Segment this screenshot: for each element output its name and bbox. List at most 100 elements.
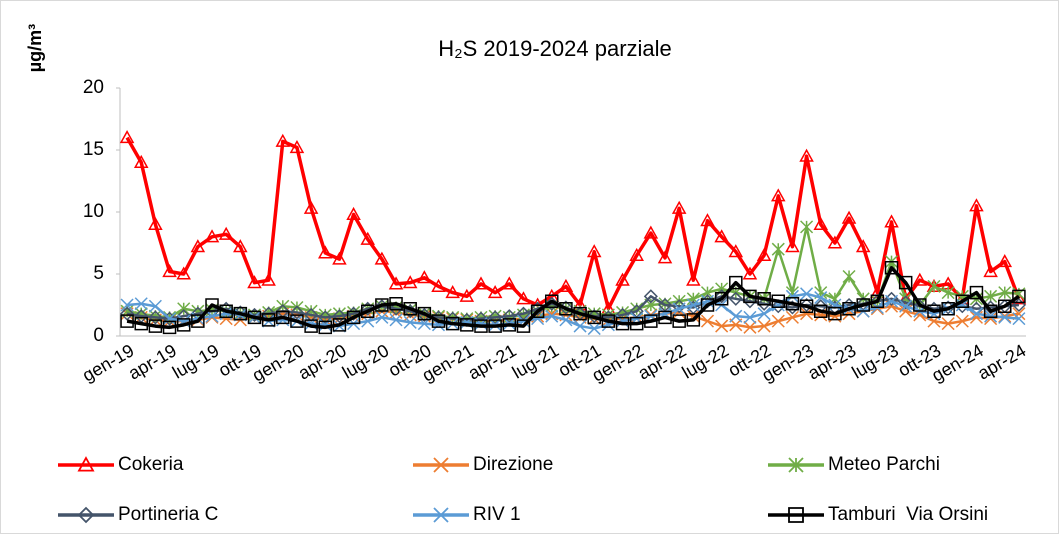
marker <box>657 250 673 264</box>
marker <box>586 244 602 258</box>
series <box>120 261 1026 335</box>
marker <box>941 286 955 300</box>
marker <box>771 294 786 309</box>
marker <box>984 309 998 323</box>
y-tick-label: 5 <box>93 263 104 284</box>
marker <box>403 301 417 316</box>
marker <box>927 304 941 318</box>
marker <box>502 309 517 324</box>
marker <box>601 314 616 328</box>
marker <box>417 270 432 284</box>
marker <box>417 306 432 321</box>
marker <box>756 247 772 261</box>
marker <box>148 319 163 333</box>
legend-label: Direzione <box>473 454 553 475</box>
marker <box>389 313 403 327</box>
marker <box>176 266 191 280</box>
marker <box>290 314 304 328</box>
marker <box>841 210 857 224</box>
marker <box>983 263 998 278</box>
marker <box>120 314 134 328</box>
marker <box>629 316 644 331</box>
marker <box>587 310 601 325</box>
marker <box>743 310 757 324</box>
marker <box>191 314 205 328</box>
marker <box>289 139 305 154</box>
marker <box>573 319 587 333</box>
marker <box>827 235 843 249</box>
marker <box>700 294 715 308</box>
marker <box>743 289 757 304</box>
legend-marker <box>433 507 449 523</box>
marker <box>785 239 800 253</box>
marker <box>856 298 870 312</box>
marker <box>360 304 375 318</box>
marker <box>488 310 503 325</box>
marker <box>672 314 686 328</box>
marker <box>870 294 885 309</box>
marker <box>119 130 135 144</box>
marker <box>799 148 814 162</box>
marker <box>445 285 460 299</box>
marker <box>629 247 644 261</box>
marker <box>984 289 998 303</box>
marker <box>559 301 573 316</box>
marker <box>1012 312 1026 326</box>
marker <box>460 318 474 332</box>
marker <box>898 295 913 310</box>
marker <box>120 298 134 312</box>
marker <box>346 310 361 325</box>
marker <box>742 294 758 309</box>
y-tick-label: 0 <box>93 325 104 346</box>
marker <box>856 296 871 311</box>
y-axis-label: µg/m³ <box>25 24 45 72</box>
marker <box>884 294 899 308</box>
marker <box>658 310 672 325</box>
marker <box>374 251 390 265</box>
marker <box>516 291 531 305</box>
marker <box>545 294 559 309</box>
marker <box>814 291 828 305</box>
marker <box>700 314 715 328</box>
marker <box>332 318 347 332</box>
legend-marker <box>77 506 95 524</box>
marker <box>204 229 220 243</box>
marker <box>233 239 248 253</box>
legend-marker <box>788 507 804 523</box>
marker <box>998 310 1012 324</box>
marker <box>502 276 517 290</box>
marker <box>148 216 163 230</box>
marker <box>969 285 984 300</box>
marker <box>828 306 842 321</box>
marker <box>799 299 814 313</box>
marker <box>219 304 233 318</box>
marker <box>559 313 573 327</box>
marker <box>318 320 333 335</box>
marker <box>729 275 743 290</box>
marker <box>488 319 502 333</box>
marker <box>742 266 758 280</box>
marker <box>686 298 700 312</box>
marker <box>729 309 743 323</box>
legend-label: RIV 1 <box>473 504 521 525</box>
marker <box>375 310 389 324</box>
marker <box>459 288 475 302</box>
marker <box>770 188 786 202</box>
marker <box>828 298 842 312</box>
marker <box>686 272 701 286</box>
marker <box>757 296 772 311</box>
marker <box>643 225 659 239</box>
marker <box>714 229 729 243</box>
marker <box>289 305 305 320</box>
marker <box>304 319 318 333</box>
marker <box>134 297 148 311</box>
marker <box>771 314 785 328</box>
marker <box>855 239 871 253</box>
marker <box>813 304 828 318</box>
marker <box>1012 289 1026 304</box>
marker <box>998 299 1012 313</box>
chart-title: H₂S 2019-2024 parziale <box>438 36 672 61</box>
marker <box>261 313 276 327</box>
marker <box>530 304 545 318</box>
